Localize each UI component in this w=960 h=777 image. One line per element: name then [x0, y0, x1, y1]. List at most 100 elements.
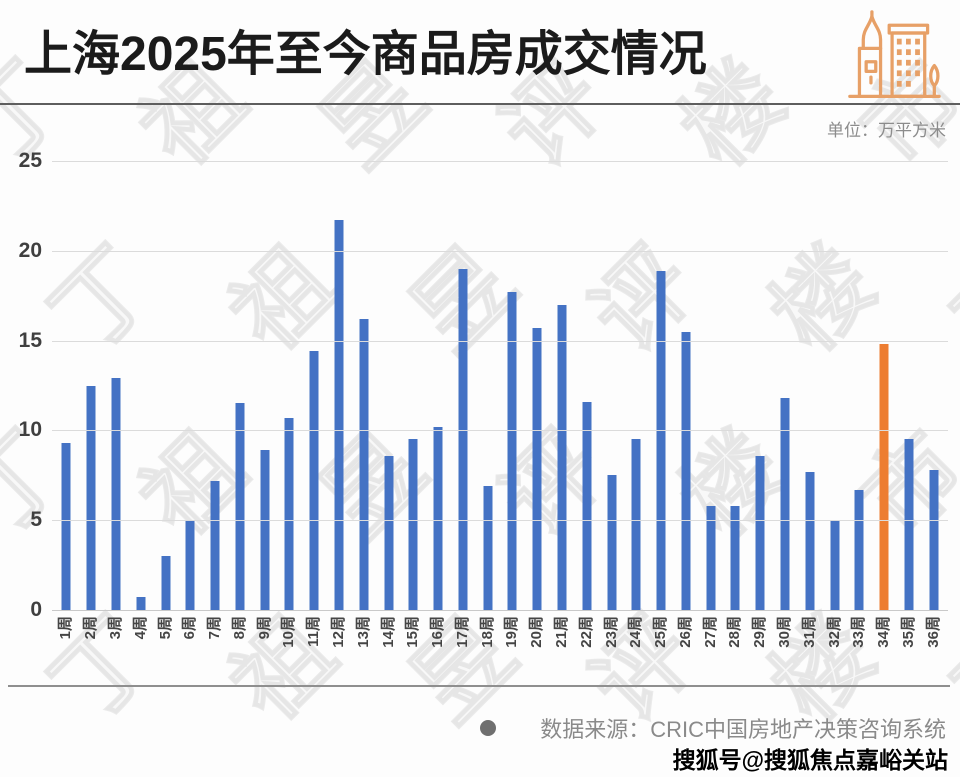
bar-22周	[582, 401, 592, 610]
bar-column-21周: 21周	[550, 161, 575, 648]
bar-column-23周: 23周	[599, 161, 624, 648]
x-axis-tick-label: 30周	[776, 616, 794, 648]
bar-column-24周: 24周	[624, 161, 649, 648]
bar-column-16周: 16周	[426, 161, 451, 648]
bar-32周	[830, 520, 840, 610]
bar-column-25周: 25周	[649, 161, 674, 648]
y-axis-tick-label: 20	[18, 238, 42, 262]
bar-column-28周: 28周	[723, 161, 748, 648]
y-axis-tick-label: 25	[18, 149, 42, 172]
bar-column-34周: 34周	[872, 161, 897, 648]
bar-column-32周: 32周	[822, 161, 847, 648]
x-axis-tick-label: 14周	[379, 616, 397, 648]
x-axis-tick-label: 4周	[131, 616, 149, 640]
bar-column-4周: 4周	[128, 161, 153, 639]
x-axis-tick-label: 2周	[82, 616, 100, 640]
x-axis-tick-label: 32周	[825, 616, 843, 648]
bar-30周	[780, 398, 790, 610]
x-axis-tick-label: 10周	[280, 616, 298, 648]
bar-column-17周: 17周	[451, 161, 476, 648]
bar-column-8周: 8周	[227, 161, 252, 639]
x-axis-tick-label: 13周	[354, 616, 372, 648]
bar-35周	[904, 439, 914, 610]
bar-columns: 1周 2周 3周 4周 5周 6周 7周 8周 9周 10周 11周 12周 13周 14周 15周 16周 1…	[54, 161, 946, 648]
bar-27周	[706, 505, 716, 610]
bar-12周	[334, 220, 344, 610]
y-axis-tick-label: 10	[18, 418, 42, 442]
bar-18周	[483, 486, 493, 610]
bar-column-7周: 7周	[203, 161, 228, 639]
x-axis-tick-label: 28周	[726, 616, 744, 648]
bar-4周	[136, 597, 146, 610]
bar-column-27周: 27周	[698, 161, 723, 648]
bar-21周	[557, 304, 567, 610]
bar-14周	[384, 455, 394, 610]
y-axis-tick-label: 0	[30, 598, 42, 621]
x-axis-tick-label: 31周	[800, 616, 818, 648]
bar-25周	[656, 270, 666, 610]
page-title: 上海2025年至今商品房成交情况	[24, 28, 707, 81]
x-axis-tick-label: 21周	[553, 616, 571, 648]
x-axis-tick-label: 9周	[255, 616, 273, 640]
publisher-watermark: 搜狐号@搜狐焦点嘉峪关站	[672, 747, 948, 773]
bar-33周	[854, 489, 864, 610]
bar-5周	[161, 556, 171, 610]
x-axis-tick-label: 25周	[652, 616, 670, 648]
x-axis-tick-label: 22周	[577, 616, 595, 648]
bar-11周	[309, 351, 319, 610]
bar-column-3周: 3周	[104, 161, 129, 639]
bar-20周	[532, 328, 542, 610]
data-source-row: 数据来源：CRIC中国房地产决策咨询系统	[480, 712, 946, 744]
bar-36周	[929, 469, 939, 610]
x-axis-tick-label: 7周	[206, 616, 224, 640]
bar-1周	[61, 442, 71, 610]
bar-13周	[359, 319, 369, 610]
x-axis-tick-label: 11周	[305, 616, 323, 647]
bar-6周	[185, 520, 195, 610]
bar-column-12周: 12周	[327, 161, 352, 648]
bar-16周	[433, 426, 443, 610]
bar-column-26周: 26周	[674, 161, 699, 648]
bar-9周	[260, 450, 270, 610]
gridline-y15	[52, 340, 948, 342]
y-axis-tick-label: 5	[30, 508, 42, 532]
x-axis-tick-label: 1周	[57, 616, 75, 640]
bar-26周	[681, 331, 691, 610]
bar-column-33周: 33周	[847, 161, 872, 648]
bar-24周	[631, 439, 641, 610]
x-axis-tick-label: 26周	[676, 616, 694, 648]
bar-15周	[408, 439, 418, 610]
y-axis-tick-label: 15	[18, 328, 42, 352]
bar-column-11周: 11周	[302, 161, 327, 647]
buildings-icon	[844, 8, 944, 109]
bar-column-6周: 6周	[178, 161, 203, 639]
x-axis-tick-label: 5周	[156, 616, 174, 640]
x-axis-tick-label: 33周	[850, 616, 868, 648]
bar-chart: 1周 2周 3周 4周 5周 6周 7周 8周 9周 10周 11周 12周 13周 14周 15周 16周 1…	[0, 149, 960, 648]
gridline-y5	[52, 520, 948, 522]
bar-column-19周: 19周	[500, 161, 525, 648]
bar-8周	[235, 403, 245, 610]
bar-10周	[284, 417, 294, 610]
bar-column-29周: 29周	[748, 161, 773, 648]
bar-column-36周: 36周	[921, 161, 946, 648]
bar-column-35周: 35周	[897, 161, 922, 648]
bar-3周	[111, 378, 121, 610]
bar-column-5周: 5周	[153, 161, 178, 639]
x-axis-tick-label: 35周	[899, 616, 917, 648]
x-axis-tick-label: 23周	[602, 616, 620, 648]
bar-7周	[210, 480, 220, 610]
bar-column-30周: 30周	[773, 161, 798, 648]
bar-column-13周: 13周	[351, 161, 376, 648]
x-axis-tick-label: 36周	[924, 616, 942, 648]
bar-2周	[86, 385, 96, 610]
bar-column-20周: 20周	[525, 161, 550, 648]
gridline-y0	[52, 610, 948, 611]
x-axis-tick-label: 20周	[528, 616, 546, 648]
title-divider	[0, 103, 960, 105]
x-axis-tick-label: 19周	[503, 616, 521, 648]
bar-23周	[607, 475, 617, 610]
x-axis-tick-label: 34周	[875, 616, 893, 648]
bar-29周	[755, 455, 765, 610]
x-axis-tick-label: 15周	[404, 616, 422, 648]
